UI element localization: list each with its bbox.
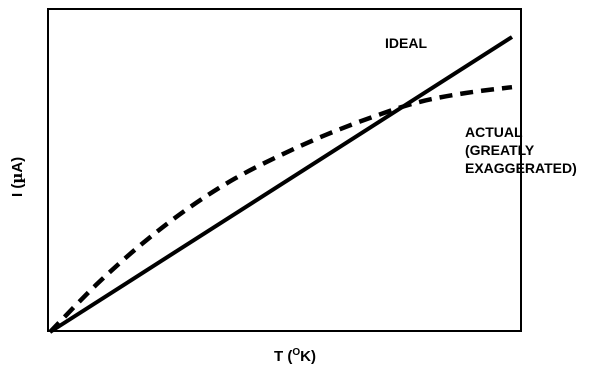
series-line-actual — [48, 84, 513, 334]
actual-annotation-line-1: ACTUAL — [465, 124, 523, 140]
y-axis-label-mu: µ — [8, 173, 26, 184]
x-axis-label-superscript: O — [292, 347, 300, 358]
plot-frame — [47, 8, 522, 332]
x-axis-label-end: K) — [300, 348, 316, 365]
y-axis-label-main: I ( — [9, 184, 26, 197]
ideal-annotation: IDEAL — [385, 35, 427, 51]
x-axis-label-main: T ( — [274, 348, 292, 365]
actual-annotation-line-3: EXAGGERATED) — [465, 160, 577, 176]
y-axis-label-end: A) — [9, 157, 26, 173]
x-axis-label: T (OK) — [274, 347, 316, 365]
y-axis-label: I (µA) — [8, 157, 26, 197]
actual-annotation-line-2: (GREATLY — [465, 142, 535, 158]
series-layer — [48, 35, 514, 334]
series-line-ideal — [48, 35, 514, 334]
